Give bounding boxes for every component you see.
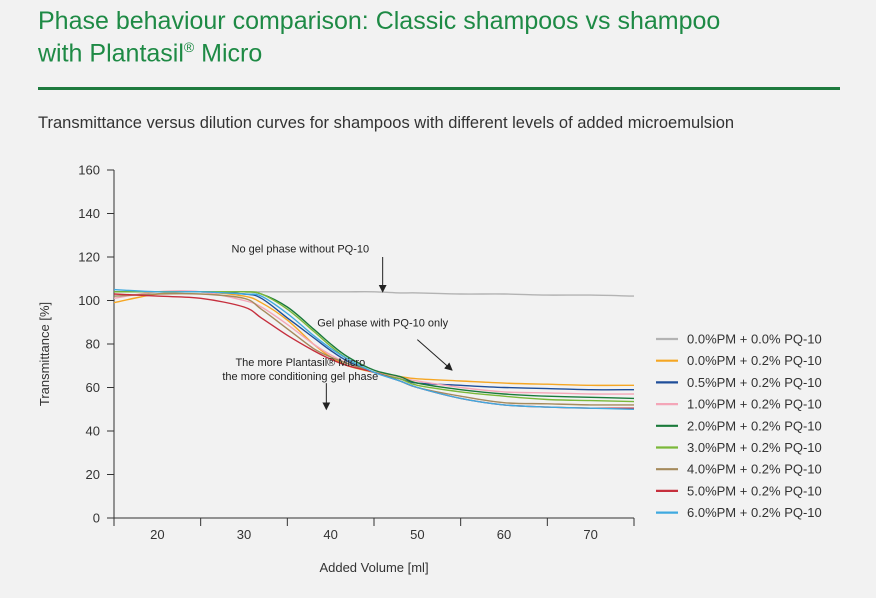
x-tick-label: 50: [410, 527, 424, 542]
annotation-more-plantasil-text: the more conditioning gel phase: [222, 371, 378, 383]
legend-label-2: 0.0%PM + 0.2% PQ-10: [687, 353, 822, 368]
y-tick-label: 140: [78, 206, 100, 221]
x-tick-label: 30: [237, 527, 251, 542]
y-tick-label: 0: [93, 511, 100, 526]
chart-subtitle: Transmittance versus dilution curves for…: [38, 114, 735, 132]
legend-label-3: 0.5%PM + 0.2% PQ-10: [687, 375, 822, 390]
series-line-9: [113, 288, 635, 410]
axes: 0 20 40 60 80 100 120 140 160 20 30 40 50 60 70 Added V…: [37, 163, 635, 575]
annotations: No gel phase without PQ-10 Gel phase with…: [222, 244, 453, 411]
x-tick-label: 20: [150, 527, 164, 542]
series-line-8: [113, 293, 635, 409]
x-tick-label: 40: [323, 527, 337, 542]
y-tick-label: 160: [78, 163, 100, 178]
title-line-1: Phase behaviour comparison: Classic sham…: [38, 7, 721, 35]
legend-label-9: 6.0%PM + 0.2% PQ-10: [687, 505, 822, 520]
y-axis-title: Transmittance [%]: [37, 302, 52, 406]
legend-label-7: 4.0%PM + 0.2% PQ-10: [687, 462, 822, 477]
y-tick-label: 100: [78, 293, 100, 308]
x-tick-label: 70: [583, 527, 597, 542]
legend-label-4: 1.0%PM + 0.2% PQ-10: [687, 397, 822, 412]
title-line-2-suffix: Micro: [194, 39, 263, 68]
title-line-2-prefix: with Plantasil: [38, 39, 184, 68]
y-tick-label: 80: [86, 337, 100, 352]
y-tick-label: 20: [86, 467, 100, 482]
legend-label-5: 2.0%PM + 0.2% PQ-10: [687, 418, 822, 433]
series-lines: [113, 288, 635, 410]
page-title: Phase behaviour comparison: Classic sham…: [38, 8, 838, 66]
y-tick-label: 120: [78, 250, 100, 265]
series-line-7: [113, 292, 635, 406]
legend: 0.0%PM + 0.0% PQ-10 0.0%PM + 0.2% PQ-10 0.…: [656, 332, 822, 520]
x-tick-label: 60: [497, 527, 511, 542]
legend-label-1: 0.0%PM + 0.0% PQ-10: [687, 332, 822, 347]
annotation-gel-pq10-arrow: [417, 339, 453, 371]
annotation-more-plantasil-text: The more Plantasil® Micro: [235, 357, 365, 369]
y-tick-label: 60: [86, 380, 100, 395]
annotation-no-gel-text: No gel phase without PQ-10: [232, 244, 370, 256]
legend-label-8: 5.0%PM + 0.2% PQ-10: [687, 483, 822, 498]
x-axis-title: Added Volume [ml]: [319, 560, 428, 575]
legend-label-6: 3.0%PM + 0.2% PQ-10: [687, 440, 822, 455]
title-divider: [38, 87, 840, 90]
registered-mark: ®: [183, 39, 195, 55]
y-tick-label: 40: [86, 424, 100, 439]
annotation-gel-pq10-text: Gel phase with PQ-10 only: [317, 318, 448, 330]
